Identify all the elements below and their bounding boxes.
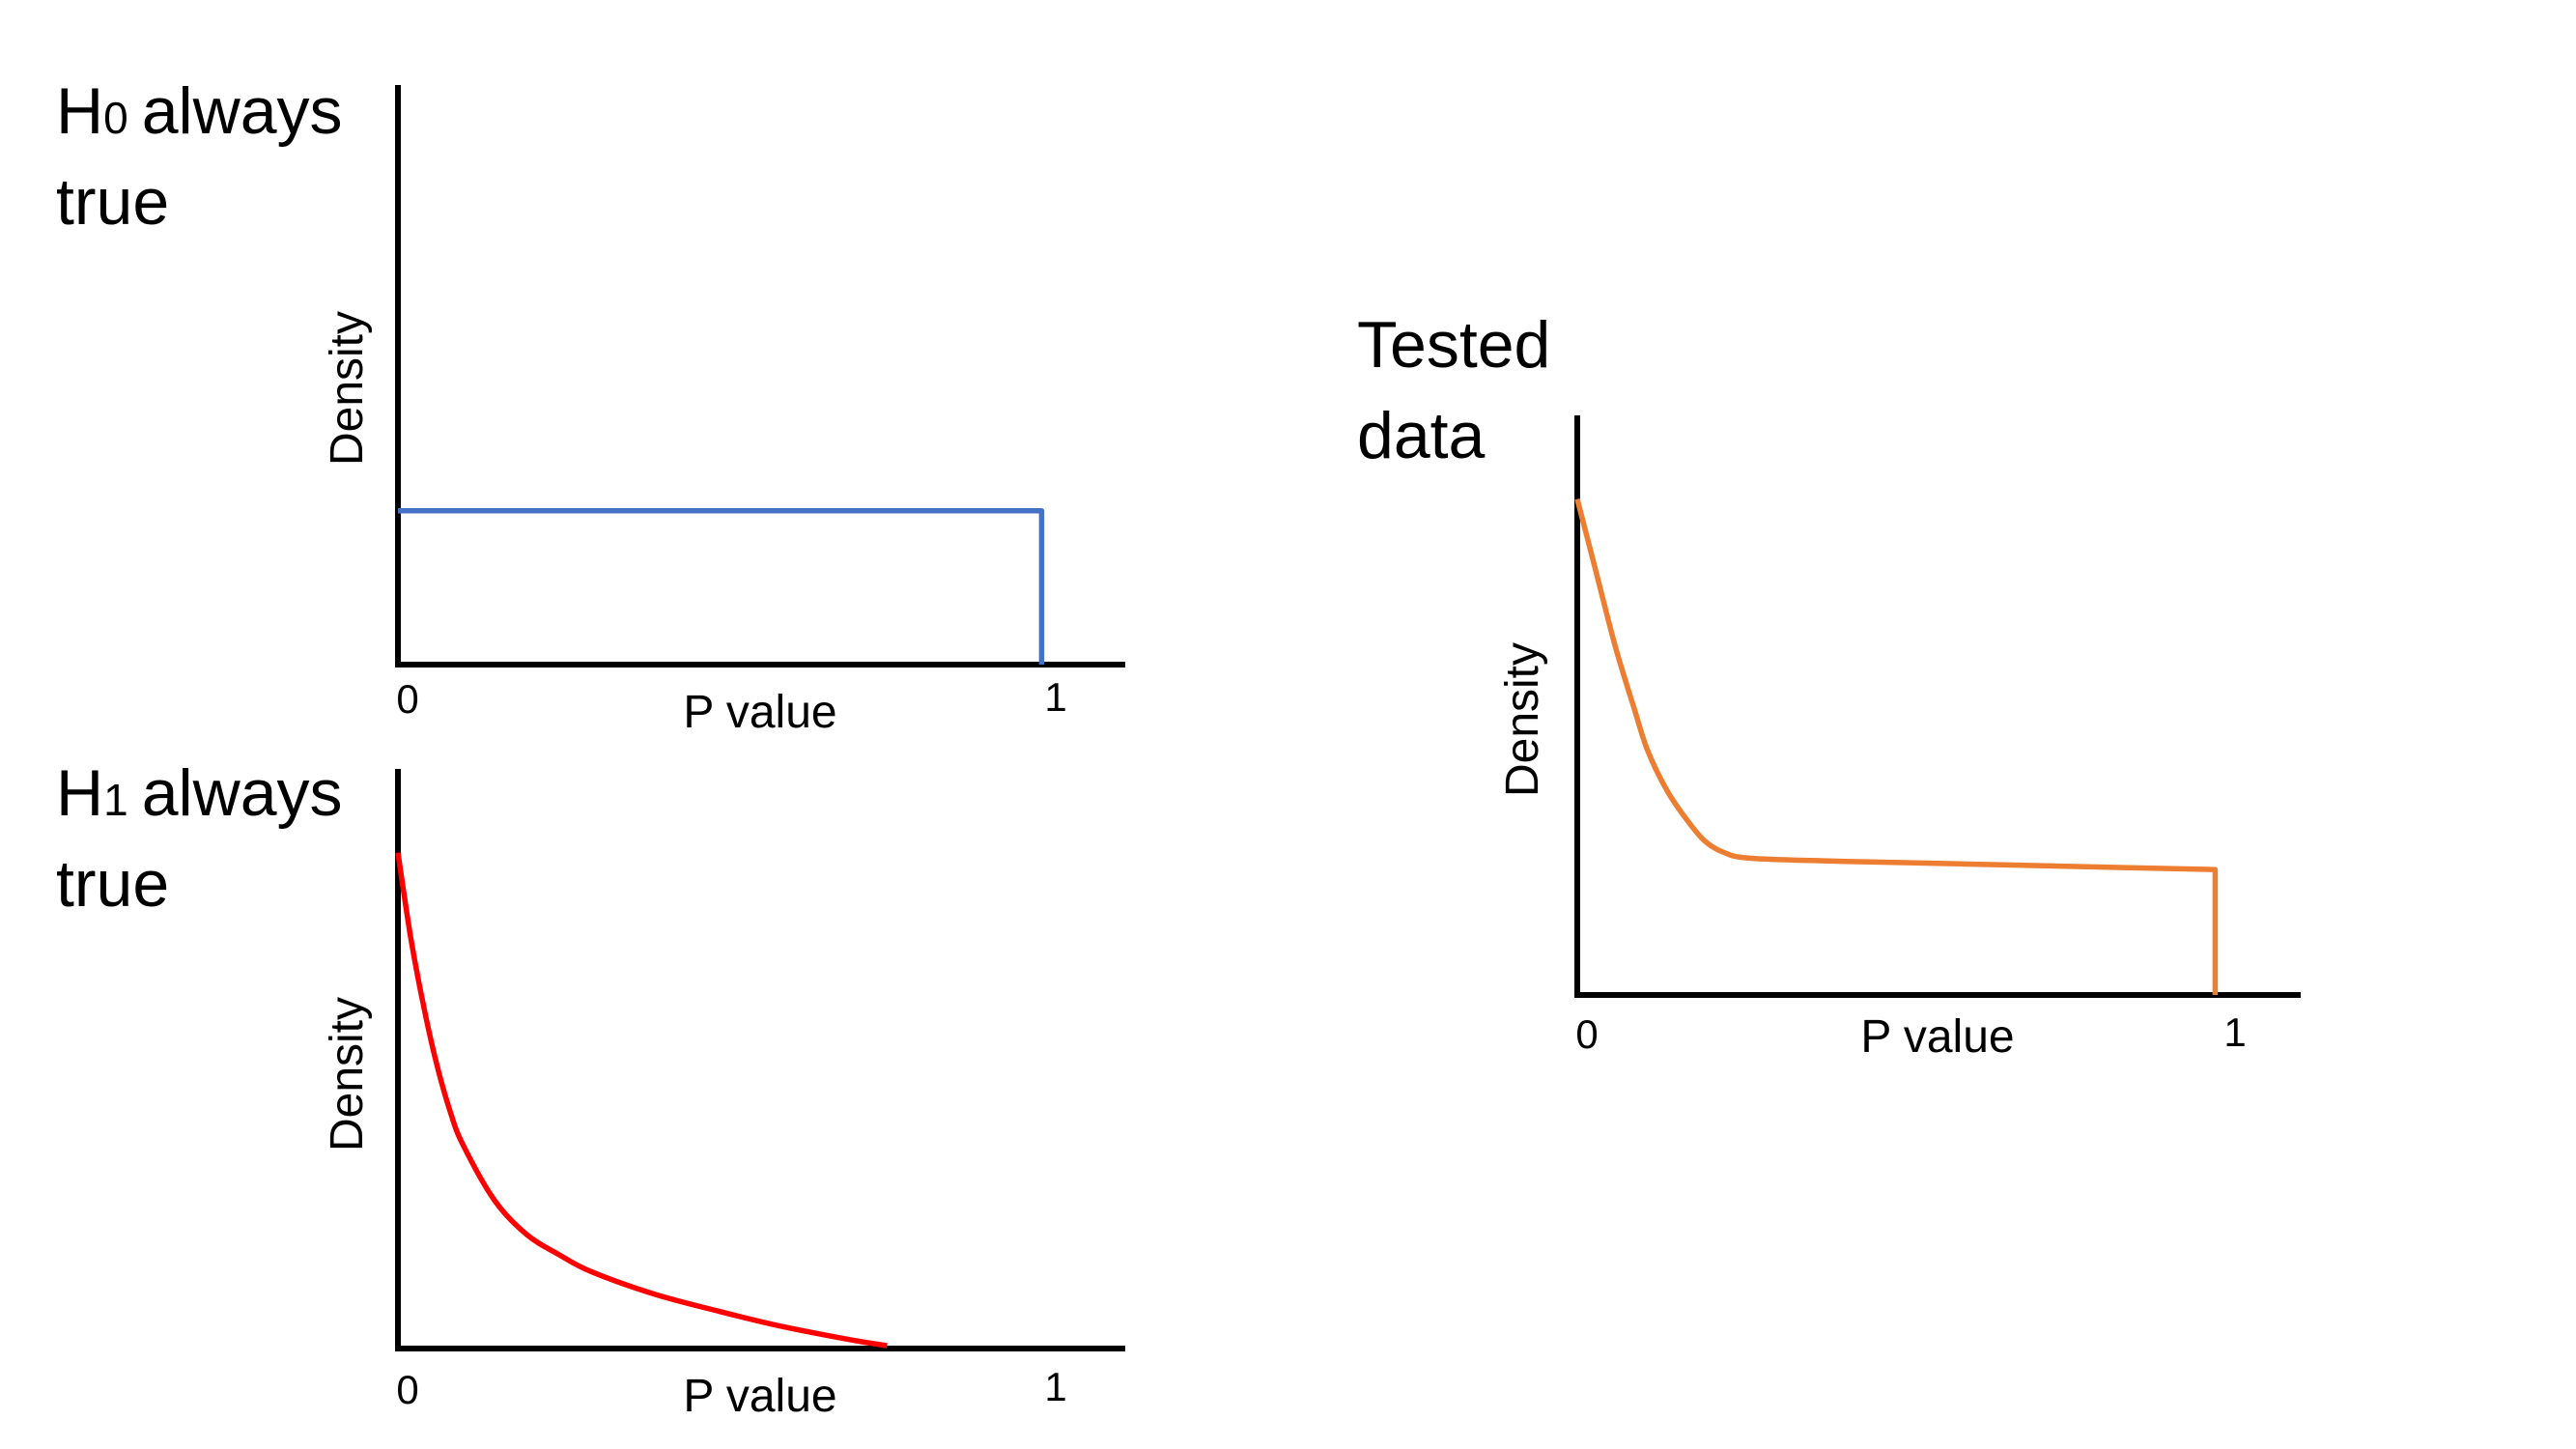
h0-axes (395, 85, 1125, 668)
tested-density-line (1574, 498, 2219, 995)
chart-tested: Tested data Density 0 1 P value (1357, 308, 2301, 1063)
tested-title-line1: Tested (1357, 308, 1550, 382)
h0-title-prefix: H (56, 74, 103, 148)
h0-x-tick-1: 1 (1044, 674, 1066, 720)
tested-x-tick-1: 1 (2223, 1009, 2246, 1055)
tested-title-line2: data (1357, 399, 1486, 472)
h0-density-line (398, 507, 1045, 665)
h1-y-axis-label: Density (322, 997, 373, 1151)
tested-x-axis-label: P value (1860, 1011, 2014, 1063)
h0-x-tick-0: 0 (396, 676, 418, 722)
h1-title-prefix: H (56, 756, 103, 830)
h0-title-subscript: 0 (103, 93, 128, 143)
h0-title-line1: H0 always (56, 74, 343, 148)
h1-title-word1: always (142, 756, 343, 830)
h1-title-line1: H1 always (56, 756, 343, 830)
tested-axes (1574, 415, 2301, 998)
chart-h0: H0 always true Density 0 1 P value (56, 74, 1125, 738)
h1-title-subscript: 1 (103, 775, 128, 825)
h1-x-tick-0: 0 (396, 1367, 418, 1412)
h0-title-word1: always (142, 74, 343, 148)
h1-x-tick-1: 1 (1044, 1364, 1066, 1409)
chart-h1: H1 always true Density 0 1 P value (56, 756, 1125, 1422)
tested-x-tick-0: 0 (1575, 1011, 1598, 1057)
h0-y-axis-label: Density (322, 311, 373, 466)
h1-x-axis-label: P value (683, 1371, 836, 1422)
h0-title-line2: true (56, 165, 169, 239)
tested-y-axis-label: Density (1497, 642, 1548, 797)
h1-title-line2: true (56, 847, 169, 921)
h0-x-axis-label: P value (683, 687, 836, 738)
h1-axes (395, 769, 1125, 1351)
h1-density-line (395, 852, 888, 1349)
